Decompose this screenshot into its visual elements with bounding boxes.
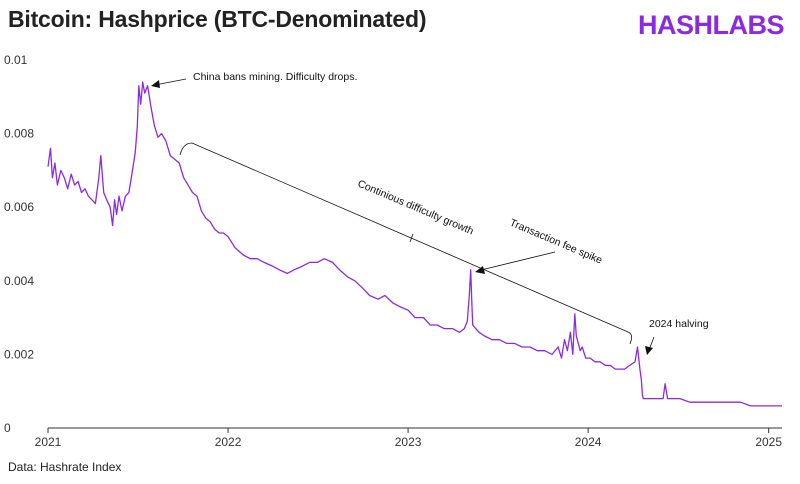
y-axis-labels: 0 0.002 0.004 0.006 0.008 0.01 (4, 53, 34, 435)
y-tick-label: 0.004 (4, 274, 34, 288)
series-group (47, 81, 782, 407)
y-tick-label: 0 (4, 421, 11, 435)
annotation-fee-spike: Transaction fee spike (508, 217, 604, 267)
x-axis: 2021 2022 2023 2024 2025 (35, 427, 782, 449)
y-tick-label: 0.01 (4, 53, 28, 67)
difficulty-growth-bracket-tick (409, 233, 414, 243)
china-ban-arrow-line (154, 78, 187, 86)
x-tick-label: 2024 (575, 435, 602, 449)
china-ban-arrow-head (151, 80, 160, 88)
difficulty-growth-bracket (179, 142, 632, 345)
fee-spike-arrow-head (475, 266, 485, 274)
annotations: China bans mining. Difficulty drops. Con… (151, 71, 709, 355)
hashlabs-logo: HASHLABS (637, 10, 785, 40)
y-tick-label: 0.006 (4, 200, 34, 214)
chart-title: Bitcoin: Hashprice (BTC-Denominated) (8, 6, 427, 32)
x-tick-label: 2021 (35, 435, 62, 449)
x-tick-label: 2023 (395, 435, 422, 449)
x-tick-label: 2025 (755, 435, 782, 449)
fee-spike-arrow-line (480, 251, 556, 271)
source-note: Data: Hashrate Index (8, 460, 122, 474)
hashprice-series-line (47, 81, 782, 407)
y-tick-label: 0.008 (4, 127, 34, 141)
annotation-china-ban: China bans mining. Difficulty drops. (193, 71, 357, 83)
annotation-2024-halving: 2024 halving (649, 318, 709, 330)
annotation-difficulty-growth: Continious difficulty growth (356, 178, 476, 238)
halving-arrow-head (645, 346, 653, 355)
x-tick-label: 2022 (215, 435, 242, 449)
y-tick-label: 0.002 (4, 347, 34, 361)
